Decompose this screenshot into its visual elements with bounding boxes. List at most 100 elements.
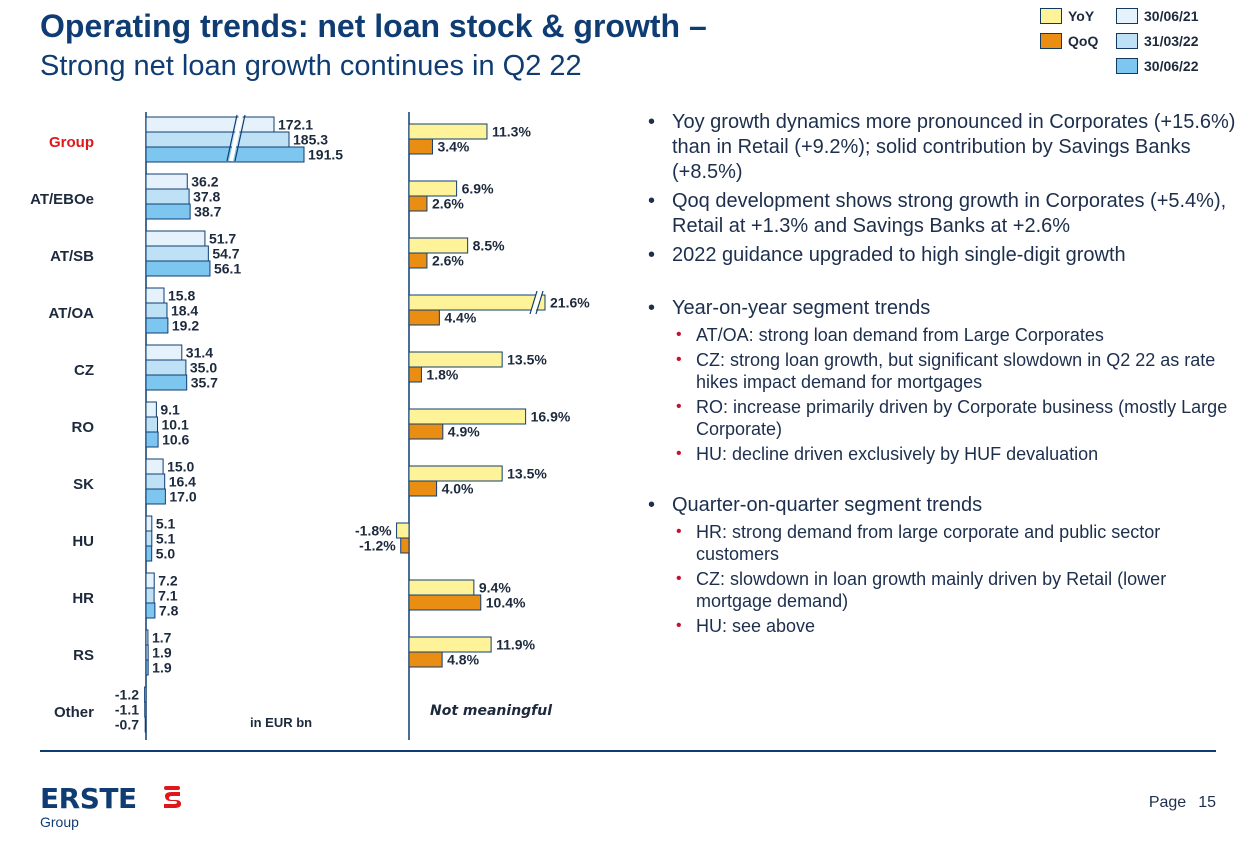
- stock-bar: [145, 488, 166, 505]
- category-label: AT/SB: [50, 248, 94, 265]
- stock-bar: [145, 530, 153, 547]
- stock-data-label: 10.1: [162, 417, 189, 433]
- growth-bar: [408, 351, 503, 368]
- growth-data-label: 9.4%: [479, 580, 511, 596]
- stock-data-label: 10.6: [162, 432, 189, 448]
- growth-data-label: 8.5%: [473, 238, 505, 254]
- stock-bar: [145, 629, 149, 646]
- stock-bar: [145, 173, 188, 190]
- stock-data-label: 7.2: [158, 573, 178, 589]
- unit-note: in EUR bn: [250, 715, 312, 730]
- category-label: CZ: [74, 362, 94, 379]
- growth-bar: [408, 594, 482, 611]
- legend-yoy-swatch: [1040, 8, 1062, 24]
- stock-data-label: 5.1: [156, 531, 176, 547]
- growth-bar: [408, 180, 458, 197]
- page-title: Operating trends: net loan stock & growt…: [40, 8, 707, 44]
- stock-bar: [145, 374, 188, 391]
- bullet-item: Yoy growth dynamics more pronounced in C…: [646, 110, 1236, 185]
- page-number-value: 15: [1198, 794, 1216, 811]
- growth-bar: [408, 309, 440, 326]
- growth-bar: [408, 123, 488, 140]
- logo-group-text: Group: [40, 814, 79, 830]
- stock-data-label: 191.5: [308, 147, 343, 163]
- legend-d2-swatch: [1116, 33, 1138, 49]
- growth-data-label: 11.3%: [492, 124, 531, 140]
- category-label: HU: [72, 533, 94, 550]
- stock-bar: [145, 659, 149, 676]
- stock-data-label: 19.2: [172, 318, 199, 334]
- stock-bar: [145, 431, 159, 448]
- category-label: AT/OA: [48, 305, 94, 322]
- stock-data-label: 9.1: [160, 402, 180, 418]
- stock-bar: [145, 146, 305, 163]
- sub-bullet-item: CZ: slowdown in loan growth mainly drive…: [646, 568, 1236, 612]
- stock-data-label: 15.8: [168, 288, 195, 304]
- legend-d2-label: 31/03/22: [1144, 33, 1199, 49]
- stock-bar: [145, 458, 164, 475]
- growth-bar: [400, 537, 410, 554]
- page-label: Page: [1148, 794, 1187, 811]
- stock-bar: [145, 572, 155, 589]
- stock-bar: [145, 116, 275, 133]
- stock-bar: [145, 317, 169, 334]
- growth-bar: [408, 294, 546, 311]
- footer-divider: [40, 750, 1216, 752]
- category-label: SK: [73, 476, 94, 493]
- category-label: Other: [54, 704, 94, 721]
- stock-bar: [145, 473, 166, 490]
- not-meaningful-note: Not meaningful: [430, 703, 552, 719]
- stock-data-label: -0.7: [115, 717, 139, 733]
- stock-bar: [145, 230, 206, 247]
- stock-bar: [145, 344, 183, 361]
- category-label: HR: [72, 590, 94, 607]
- category-label: AT/EBOe: [30, 191, 94, 208]
- stock-data-label: 7.8: [159, 603, 179, 619]
- growth-bar: [408, 252, 428, 269]
- stock-data-label: 16.4: [169, 474, 196, 490]
- stock-bar: [145, 359, 187, 376]
- stock-bar: [145, 131, 290, 148]
- growth-bar: [408, 579, 475, 596]
- growth-data-label: 2.6%: [432, 196, 464, 212]
- stock-bar: [144, 701, 147, 718]
- growth-data-label: 2.6%: [432, 253, 464, 269]
- page-subtitle: Strong net loan growth continues in Q2 2…: [40, 50, 582, 82]
- stock-data-label: 56.1: [214, 261, 241, 277]
- bullet-item: 2022 guidance upgraded to high single-di…: [646, 243, 1236, 268]
- axis-break-mark: [226, 114, 238, 162]
- axis-break-mark: [535, 290, 544, 315]
- commentary-list: Yoy growth dynamics more pronounced in C…: [646, 110, 1236, 637]
- growth-bar: [408, 138, 433, 155]
- stock-bar: [145, 515, 153, 532]
- stock-data-label: 38.7: [194, 204, 221, 220]
- growth-data-label: 4.9%: [448, 424, 480, 440]
- stock-data-label: 1.9: [152, 660, 172, 676]
- growth-bar: [396, 522, 410, 539]
- legend-yoy-label: YoY: [1068, 8, 1095, 24]
- legend-d1-swatch: [1116, 8, 1138, 24]
- page-number: Page 15: [1149, 794, 1216, 812]
- sub-bullet-item: AT/OA: strong loan demand from Large Cor…: [646, 324, 1236, 346]
- stock-bar: [145, 401, 157, 418]
- growth-data-label: 4.4%: [444, 310, 476, 326]
- stock-data-label: 185.3: [293, 132, 328, 148]
- stock-bar: [145, 416, 159, 433]
- growth-data-label: -1.2%: [359, 538, 396, 554]
- growth-data-label: 6.9%: [462, 181, 494, 197]
- growth-data-label: 3.4%: [437, 139, 469, 155]
- stock-bar: [145, 245, 209, 262]
- logo-s-icon: [164, 786, 181, 808]
- stock-data-label: 15.0: [167, 459, 194, 475]
- legend-d3-swatch: [1116, 58, 1138, 74]
- erste-logo: ERSTE Group: [40, 782, 181, 830]
- growth-data-label: 13.5%: [507, 352, 547, 368]
- stock-data-label: 37.8: [193, 189, 220, 205]
- growth-data-label: 4.8%: [447, 652, 479, 668]
- bullet-item: Qoq development shows strong growth in C…: [646, 189, 1236, 239]
- axis-break-mark: [529, 290, 538, 315]
- stock-bar: [145, 587, 155, 604]
- stock-bar: [145, 644, 149, 661]
- growth-bar: [408, 465, 503, 482]
- sub-bullet-item: HU: decline driven exclusively by HUF de…: [646, 443, 1236, 465]
